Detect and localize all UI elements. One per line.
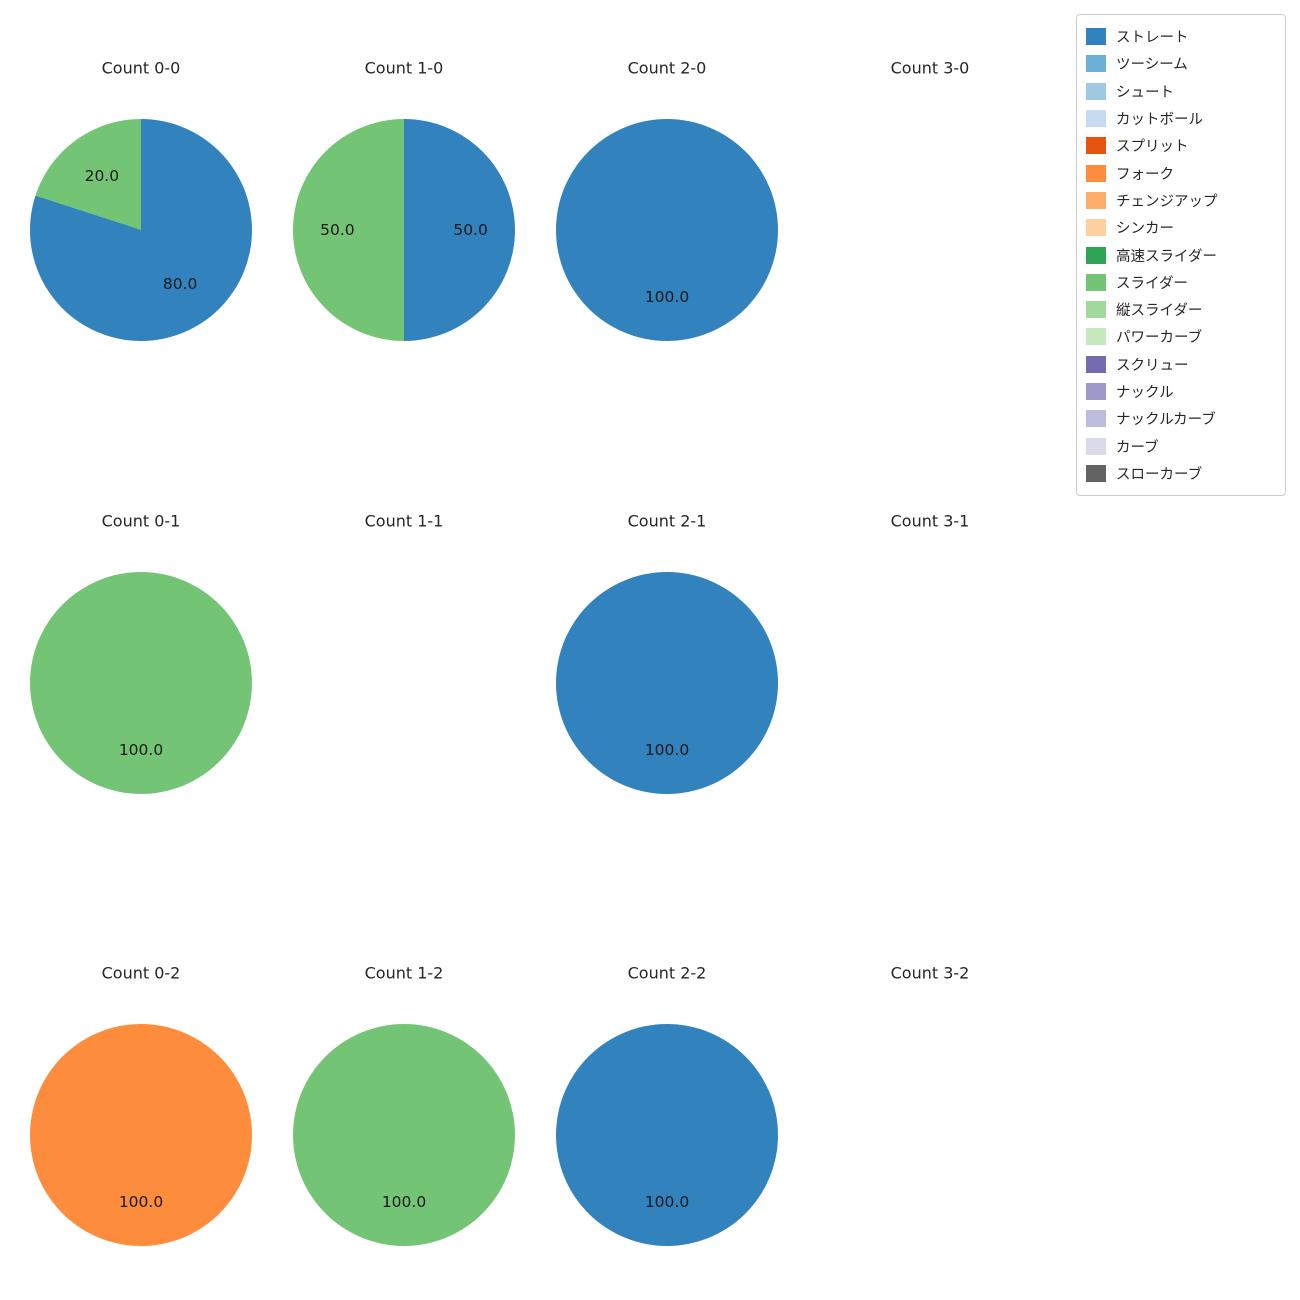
legend-label: スライダー [1116, 275, 1188, 292]
legend-item: ツーシーム [1086, 50, 1276, 77]
legend-label: フォーク [1116, 166, 1174, 183]
chart-title: Count 2-2 [627, 963, 707, 983]
legend-item: シュート [1086, 78, 1276, 105]
legend-label: 縦スライダー [1116, 303, 1203, 320]
legend-label: スローカーブ [1116, 466, 1203, 483]
legend-item: スクリュー [1086, 351, 1276, 378]
pie-chart-count-1-2 [293, 1024, 515, 1246]
legend-label: シンカー [1116, 221, 1174, 238]
legend-item: カーブ [1086, 432, 1276, 459]
legend-label: ナックルカーブ [1116, 412, 1216, 429]
chart-title: Count 0-0 [101, 58, 181, 78]
pie-chart-count-0-1 [30, 572, 252, 794]
pie-chart-count-0-2 [30, 1024, 252, 1246]
pie-chart-count-1-0 [293, 119, 515, 341]
legend-swatch [1086, 464, 1106, 482]
chart-title: Count 1-0 [364, 58, 444, 78]
legend-swatch [1086, 355, 1106, 373]
legend-swatch [1086, 137, 1106, 155]
pie-slice-label: 100.0 [644, 1192, 690, 1211]
chart-title: Count 3-0 [890, 58, 970, 78]
legend-label: 高速スライダー [1116, 248, 1217, 265]
legend-label: カーブ [1116, 439, 1159, 456]
legend-item: 高速スライダー [1086, 241, 1276, 268]
pie-slice-label: 100.0 [381, 1192, 427, 1211]
legend-swatch [1086, 219, 1106, 237]
legend-swatch [1086, 164, 1106, 182]
legend-item: シンカー [1086, 214, 1276, 241]
pie-slice-label: 100.0 [644, 740, 690, 759]
pie-slice-label: 100.0 [118, 1192, 164, 1211]
legend-item: スプリット [1086, 132, 1276, 159]
chart-title: Count 0-2 [101, 963, 181, 983]
legend-swatch [1086, 28, 1106, 46]
legend-label: パワーカーブ [1116, 330, 1203, 347]
pie-slice-label: 80.0 [162, 274, 198, 293]
legend-swatch [1086, 328, 1106, 346]
legend-item: パワーカーブ [1086, 323, 1276, 350]
legend-item: 縦スライダー [1086, 296, 1276, 323]
legend-item: フォーク [1086, 159, 1276, 186]
legend-swatch [1086, 437, 1106, 455]
legend-label: スプリット [1116, 139, 1189, 156]
legend-swatch [1086, 273, 1106, 291]
chart-title: Count 2-1 [627, 511, 707, 531]
legend-label: カットボール [1116, 112, 1203, 129]
chart-title: Count 2-0 [627, 58, 707, 78]
legend-label: ツーシーム [1116, 57, 1188, 74]
pie-slice-label: 50.0 [453, 221, 488, 239]
chart-title: Count 1-1 [364, 511, 444, 531]
legend-swatch [1086, 82, 1106, 100]
legend-item: スローカーブ [1086, 460, 1276, 487]
legend-item: ナックル [1086, 378, 1276, 405]
legend-item: ナックルカーブ [1086, 405, 1276, 432]
legend-swatch [1086, 55, 1106, 73]
legend-swatch [1086, 110, 1106, 128]
legend-label: チェンジアップ [1116, 193, 1218, 210]
legend-label: ナックル [1116, 385, 1174, 401]
pie-chart-count-0-0 [30, 119, 252, 341]
legend-swatch [1086, 246, 1106, 264]
chart-title: Count 1-2 [364, 963, 444, 983]
pie-chart-count-2-1 [556, 572, 778, 794]
pie-slice-label: 100.0 [118, 740, 164, 759]
pie-slice-label: 100.0 [644, 287, 690, 306]
legend-swatch [1086, 191, 1106, 209]
legend-label: ストレート [1116, 30, 1189, 47]
legend-item: カットボール [1086, 105, 1276, 132]
legend-item: チェンジアップ [1086, 187, 1276, 214]
pie-chart-count-2-2 [556, 1024, 778, 1246]
pie-slice-label: 50.0 [320, 221, 355, 239]
legend-swatch [1086, 383, 1106, 400]
chart-title: Count 3-1 [890, 511, 970, 531]
legend-item: スライダー [1086, 269, 1276, 296]
legend-label: スクリュー [1116, 357, 1189, 374]
pie-slice-label: 20.0 [84, 167, 120, 186]
chart-title: Count 3-2 [890, 963, 970, 983]
legend: ストレートツーシームシュートカットボール スプリットフォークチェンジアップ シンカー… [1076, 14, 1286, 497]
pie-chart-count-2-0 [556, 119, 778, 341]
legend-label: シュート [1116, 84, 1174, 101]
legend-swatch [1086, 410, 1106, 428]
legend-swatch [1086, 301, 1106, 319]
chart-title: Count 0-1 [101, 511, 181, 531]
legend-item: ストレート [1086, 23, 1276, 50]
